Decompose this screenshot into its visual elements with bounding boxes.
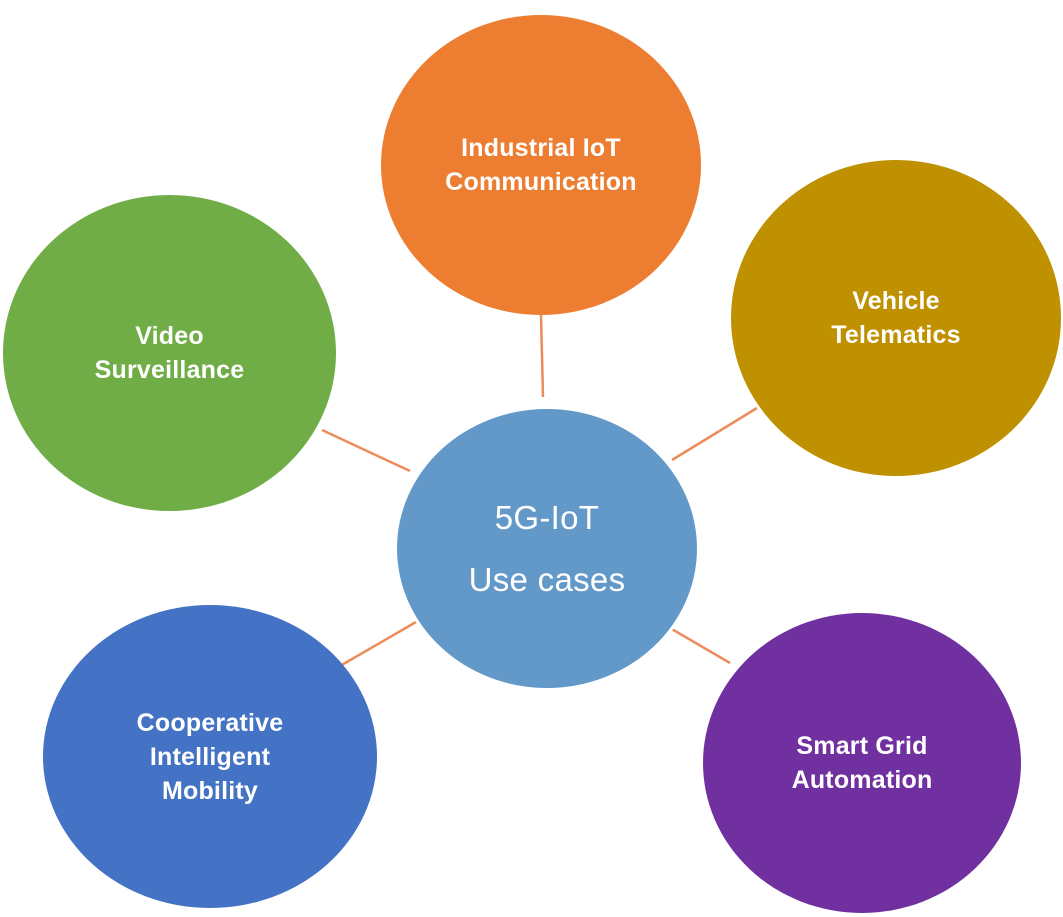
connector-video-surveillance	[321, 428, 411, 473]
node-cooperative-mobility-line-1: Cooperative	[136, 708, 284, 737]
center-node: 5G-IoT Use cases	[394, 406, 700, 691]
connector-vehicle-telematics	[671, 406, 758, 462]
node-cooperative-mobility-line-3: Mobility	[161, 776, 259, 805]
node-smart-grid-line-1: Smart Grid	[796, 732, 928, 760]
node-smart-grid: Smart Grid Automation	[703, 613, 1021, 913]
node-vehicle-telematics-line-2: Telematics	[831, 321, 961, 349]
center-node-line-2: Use cases	[468, 560, 626, 598]
connector-smart-grid	[669, 626, 731, 665]
node-cooperative-mobility: Cooperative Intelligent Mobility	[43, 605, 377, 908]
connector-industrial-iot	[539, 314, 545, 398]
node-video-surveillance-line-2: Surveillance	[94, 356, 245, 384]
node-vehicle-telematics-line-1: Vehicle	[852, 287, 940, 315]
node-video-surveillance-line-1: Video	[135, 322, 204, 350]
node-vehicle-telematics: Vehicle Telematics	[731, 160, 1061, 476]
node-video-surveillance: Video Surveillance	[3, 195, 336, 511]
node-smart-grid-line-2: Automation	[791, 766, 933, 794]
node-industrial-iot-line-1: Industrial IoT	[461, 134, 621, 162]
node-industrial-iot: Industrial IoT Communication	[381, 15, 701, 315]
node-cooperative-mobility-line-2: Intelligent	[149, 742, 271, 771]
node-industrial-iot-line-2: Communication	[445, 168, 637, 196]
connector-cooperative-mobility	[339, 620, 417, 668]
center-node-line-1: 5G-IoT	[494, 498, 600, 536]
